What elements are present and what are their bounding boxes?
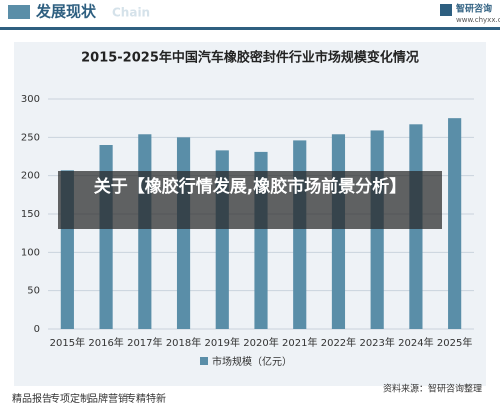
bar (331, 134, 346, 329)
chart-title: 2015-2025年中国汽车橡胶密封件行业市场规模变化情况 (81, 50, 419, 66)
header-rule (0, 27, 500, 30)
bar (370, 130, 384, 329)
source: 资料来源：智研咨询整理 (383, 383, 482, 395)
x-tick-label: 2022年 (321, 336, 356, 349)
y-tick-label: 250 (21, 132, 40, 143)
header-title: 发展现状 (35, 3, 97, 21)
y-tick-label: 100 (21, 247, 40, 258)
x-tick-label: 2015年 (50, 336, 85, 349)
bar (293, 140, 307, 329)
x-tick-label: 2021年 (282, 336, 317, 349)
y-tick-label: 50 (27, 286, 40, 297)
brand: 智研咨询 (456, 3, 492, 15)
x-tick-label: 2019年 (205, 336, 240, 349)
y-tick-label: 0 (34, 324, 40, 335)
logo-icon (440, 4, 452, 16)
bar (138, 134, 152, 329)
bar (176, 137, 191, 329)
footer: 精品报告 专项定制 品牌营销 专精特新 (0, 388, 500, 405)
footer-item[interactable]: 专项定制 (50, 394, 90, 405)
brand-url: www.chyxx.com (456, 16, 500, 24)
x-tick-label: 2023年 (359, 336, 394, 349)
footer-item[interactable]: 专精特新 (126, 394, 166, 405)
header-icon (8, 5, 30, 19)
header-bar (0, 0, 500, 30)
x-tick-label: 2025年 (437, 336, 472, 349)
x-tick-label: 2016年 (88, 336, 123, 349)
y-tick-label: 150 (21, 209, 40, 220)
header-watermark: Chain (112, 6, 150, 20)
x-tick-label: 2017年 (127, 336, 162, 349)
legend-swatch (200, 357, 208, 365)
legend-label: 市场规模（亿元） (212, 355, 292, 368)
y-tick-label: 200 (21, 171, 40, 182)
overlay-banner[interactable]: 关于【橡胶行情发展,橡胶市场前景分析】 (58, 171, 442, 229)
bar (448, 118, 462, 330)
x-tick-label: 2020年 (243, 336, 278, 349)
footer-item[interactable]: 精品报告 (12, 394, 52, 405)
footer-item[interactable]: 品牌营销 (88, 394, 128, 405)
x-tick-label: 2024年 (398, 336, 433, 349)
y-tick-label: 300 (21, 94, 40, 105)
x-tick-label: 2018年 (166, 336, 201, 349)
